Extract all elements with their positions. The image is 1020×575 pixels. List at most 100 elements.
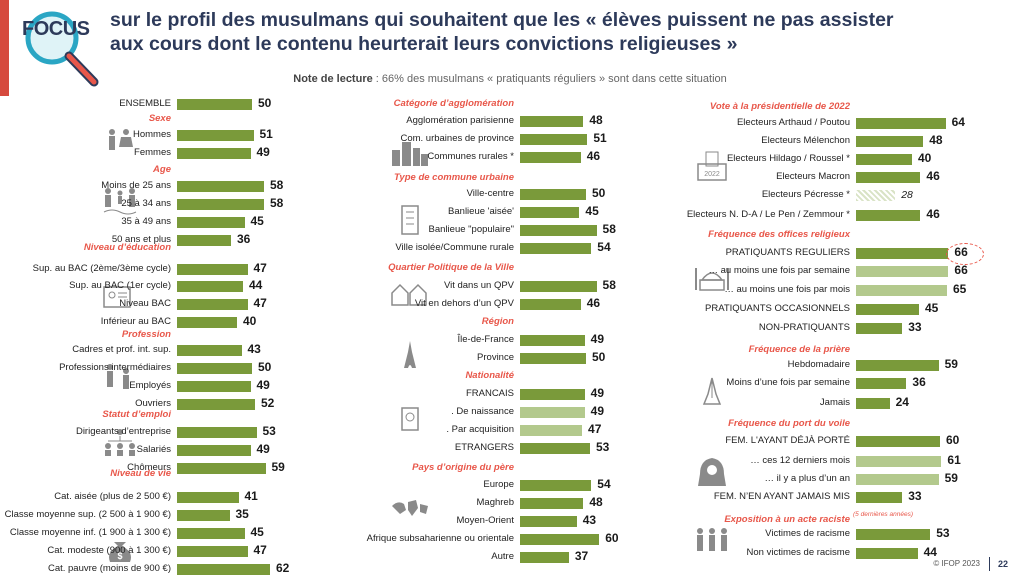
row-label: Inférieur au BAC — [100, 316, 171, 327]
bar-value: 59 — [271, 460, 285, 474]
bar — [177, 235, 231, 246]
group-icon — [697, 528, 727, 551]
row-label: PRATIQUANTS REGULIERS — [725, 247, 850, 258]
bar — [520, 407, 585, 418]
logo-text: FOCUS — [22, 18, 90, 40]
row-label: FEM. L'AYANT DÉJÀ PORTÉ — [725, 435, 850, 446]
bar — [520, 353, 586, 364]
bar-value: 59 — [944, 471, 958, 485]
bar — [856, 378, 907, 389]
row-label: PRATIQUANTS OCCASIONNELS — [705, 303, 850, 314]
bar-value: 47 — [253, 261, 267, 275]
row-label: Cat. pauvre (moins de 900 €) — [47, 563, 171, 574]
row-label: Banlieue 'aisée' — [448, 206, 514, 217]
row-label: Afrique subsaharienne ou orientale — [366, 533, 514, 544]
bar-value: 46 — [926, 207, 940, 221]
bar — [520, 552, 569, 563]
bar-value: 54 — [597, 240, 611, 254]
bar-value: 46 — [586, 296, 601, 310]
bar — [177, 528, 245, 539]
row-label: … au moins une fois par semaine — [708, 265, 850, 276]
row-label: Vit dans un QPV — [443, 280, 514, 291]
row-label: Professions intermédiaires — [59, 362, 171, 373]
row-label: Victimes de racisme — [765, 528, 850, 539]
bar-value: 48 — [589, 495, 603, 509]
houses-icon — [391, 283, 427, 306]
praying-hands-icon — [702, 377, 722, 405]
bar — [177, 299, 248, 310]
bar — [177, 510, 230, 521]
row-label: Cadres et prof. int. sup. — [72, 344, 171, 355]
bar-value: 58 — [270, 196, 284, 210]
row-label: FRANCAIS — [465, 388, 514, 399]
bar — [856, 136, 924, 147]
row-label: Electeurs N. D-A / Le Pen / Zemmour * — [686, 209, 850, 220]
row-label: … ces 12 derniers mois — [750, 455, 850, 466]
svg-text:$: $ — [117, 551, 122, 561]
bar-value: 24 — [895, 395, 909, 409]
bar-value: 60 — [605, 531, 619, 545]
bar — [520, 152, 581, 163]
bar — [177, 427, 257, 438]
section-title-vote-a-la-presidentielle-de-2022: Vote à la présidentielle de 2022 — [709, 101, 850, 112]
bar-value: 33 — [908, 489, 922, 503]
bar-value: 48 — [589, 113, 603, 127]
bar-value: 58 — [270, 178, 284, 192]
bar — [856, 172, 921, 183]
bar-value: 49 — [590, 332, 605, 346]
page-title: sur le profil des musulmans qui souhaite… — [110, 8, 1010, 56]
bar-value: 46 — [926, 169, 940, 183]
bar-value: 47 — [253, 543, 267, 557]
bar-value: 49 — [590, 404, 605, 418]
row-label: Ouvriers — [135, 398, 171, 409]
row-label: 50 ans et plus — [111, 234, 171, 245]
bar — [520, 389, 585, 400]
row-label: Cat. modeste (900 à 1 300 €) — [47, 545, 171, 556]
bar — [856, 436, 940, 447]
bar — [177, 181, 264, 192]
footer-separator — [989, 557, 990, 571]
bar-value: 49 — [256, 145, 270, 159]
veiled-woman-icon — [698, 458, 726, 486]
row-label: Moins de 25 ans — [101, 180, 171, 191]
bar — [520, 425, 583, 436]
bar — [520, 225, 597, 236]
row-label: Classe moyenne sup. (2 500 à 1 900 €) — [4, 509, 171, 520]
row-label: Banlieue "populaire" — [428, 224, 514, 235]
section-title-nationalite: Nationalité — [465, 370, 514, 381]
title-line-2: aux cours dont le contenu heurterait leu… — [110, 33, 738, 55]
section-title-age: Age — [153, 164, 171, 175]
bar — [520, 243, 592, 254]
row-label: . De naissance — [451, 406, 514, 417]
note-text: : 66% des musulmans « pratiquants réguli… — [372, 73, 727, 85]
bar — [177, 546, 248, 557]
bar — [856, 360, 939, 371]
bar — [520, 281, 597, 292]
bar-value: 44 — [249, 278, 263, 292]
bar — [520, 480, 592, 491]
section-title-frequence-des-offices-religieux: Fréquence des offices religieux — [708, 229, 850, 240]
bar-value: 46 — [586, 149, 601, 163]
row-label: Niveau BAC — [119, 298, 171, 309]
world-map-icon — [392, 500, 428, 516]
bar-value: 58 — [602, 278, 616, 292]
bar — [177, 264, 248, 275]
mosque-icon — [695, 268, 729, 291]
bar-value: 53 — [595, 440, 610, 454]
note-label: Note de lecture — [293, 73, 373, 85]
bar-value: 59 — [944, 357, 958, 371]
bar — [520, 116, 584, 127]
row-label: Electeurs Arthaud / Poutou — [736, 117, 850, 128]
bar-value: 64 — [951, 115, 965, 129]
bar-value: 35 — [235, 507, 249, 521]
row-label: Moins d’une fois par semaine — [726, 377, 850, 388]
bar-value: 58 — [602, 222, 616, 236]
row-label: 25 à 34 ans — [121, 198, 171, 209]
bar-value: 47 — [588, 422, 602, 436]
bar-value: 60 — [946, 433, 960, 447]
bar — [520, 335, 585, 346]
section-title-pays-d-origine-du-pere: Pays d’origine du père — [412, 462, 514, 473]
section-title-type-de-commune-urbaine: Type de commune urbaine — [393, 172, 514, 183]
section-title-niveau-d-education: Niveau d’éducation — [83, 242, 171, 253]
bar-value: 52 — [261, 396, 275, 410]
